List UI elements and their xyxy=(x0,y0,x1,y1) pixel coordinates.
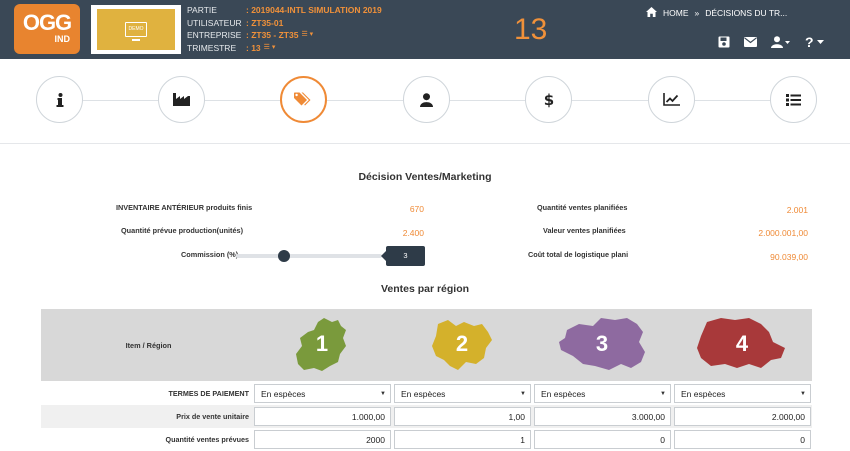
planned-qty-input-3[interactable]: 0 xyxy=(534,430,671,449)
region-3-number: 3 xyxy=(595,331,609,356)
unit-price-input-2[interactable]: 1,00 xyxy=(394,407,531,426)
planned-production-label: Quantité prévue production(unités) xyxy=(121,226,244,235)
region-1-number: 1 xyxy=(315,331,329,356)
caret-down-icon: ▼ xyxy=(800,390,806,397)
logistics-cost-value: 90.039,00 xyxy=(770,252,808,262)
tags-icon xyxy=(294,92,311,106)
planned-sales-value-value: 2.000.001,00 xyxy=(758,228,808,238)
list-caret-icon[interactable]: ☰ ▾ xyxy=(263,43,276,51)
planned-qty-input-1[interactable]: 2000 xyxy=(254,430,391,449)
demo-monitor-icon: DEMO xyxy=(125,22,147,41)
unit-price-label: Prix de vente unitaire xyxy=(176,412,249,421)
list-caret-icon[interactable]: ☰ ▾ xyxy=(301,31,314,38)
planned-sales-qty-label: Quantité ventes planifiées xyxy=(537,203,628,212)
item-region-label: Item / Région xyxy=(125,341,172,350)
region-4-number: 4 xyxy=(735,331,749,356)
caret-down-icon: ▼ xyxy=(520,390,526,397)
home-icon[interactable] xyxy=(646,7,657,19)
unit-price-input-3[interactable]: 3.000,00 xyxy=(534,407,671,426)
svg-text:$: $ xyxy=(544,92,554,108)
region-3-map[interactable]: 3 xyxy=(557,316,647,372)
region-4-map[interactable]: 4 xyxy=(695,316,789,372)
help-menu-icon[interactable]: ? xyxy=(805,34,824,50)
payment-terms-select-3[interactable]: En espèces ▼ xyxy=(534,384,671,403)
inventory-label: INVENTAIRE ANTÉRIEUR produits finis xyxy=(116,203,253,212)
top-bar: OGG IND DEMO PARTIE: 2019044-INTL SIMULA… xyxy=(0,0,850,59)
breadcrumb-separator: » xyxy=(694,8,700,18)
list-icon xyxy=(786,93,801,106)
region-2-map[interactable]: 2 xyxy=(430,316,494,372)
caret-down-icon: ▼ xyxy=(380,390,386,397)
payment-terms-select-1[interactable]: En espèces ▼ xyxy=(254,384,391,403)
current-quarter: 13 xyxy=(514,13,548,46)
demo-tile: DEMO xyxy=(91,5,181,54)
step-results[interactable] xyxy=(648,76,695,123)
breadcrumb: HOME » DÉCISIONS DU TR... xyxy=(646,7,787,19)
payment-terms-select-2[interactable]: En espèces ▼ xyxy=(394,384,531,403)
step-summary[interactable] xyxy=(770,76,817,123)
factory-icon xyxy=(173,93,190,106)
step-production[interactable] xyxy=(158,76,205,123)
planned-qty-input-2[interactable]: 1 xyxy=(394,430,531,449)
step-navigation: $ xyxy=(0,59,850,143)
logistics-cost-label: Coût total de logistique plani xyxy=(528,250,629,259)
planned-qty-label: Quantité ventes prévues xyxy=(165,435,250,444)
planned-production-value: 2.400 xyxy=(402,228,424,238)
region-1-map[interactable]: 1 xyxy=(294,316,350,372)
step-info[interactable] xyxy=(36,76,83,123)
payment-terms-label: TERMES DE PAIEMENT xyxy=(168,389,249,398)
envelope-icon[interactable] xyxy=(744,37,757,47)
quarter-selector[interactable]: TRIMESTRE: 13 ☰ ▾ xyxy=(187,42,276,53)
user-menu-icon[interactable] xyxy=(771,36,791,48)
commission-label: Commission (%) xyxy=(181,250,239,259)
commission-slider[interactable] xyxy=(236,250,382,262)
section-title: Décision Ventes/Marketing xyxy=(358,171,492,183)
user-icon xyxy=(420,92,433,107)
region-2-number: 2 xyxy=(455,331,469,356)
commission-value: 3 xyxy=(381,246,425,266)
ogg-logo[interactable]: OGG IND xyxy=(14,4,80,54)
breadcrumb-home[interactable]: HOME xyxy=(663,8,689,18)
unit-price-input-4[interactable]: 2.000,00 xyxy=(674,407,811,426)
regions-header xyxy=(41,309,812,381)
info-icon xyxy=(56,92,63,107)
step-personnel[interactable] xyxy=(403,76,450,123)
planned-sales-value-label: Valeur ventes planifiées xyxy=(543,226,626,235)
dollar-icon: $ xyxy=(544,92,554,108)
step-marketing[interactable] xyxy=(280,76,327,123)
save-icon[interactable] xyxy=(718,36,730,48)
payment-terms-select-4[interactable]: En espèces ▼ xyxy=(674,384,811,403)
planned-qty-input-4[interactable]: 0 xyxy=(674,430,811,449)
step-finance[interactable]: $ xyxy=(525,76,572,123)
caret-down-icon: ▼ xyxy=(660,390,666,397)
unit-price-input-1[interactable]: 1.000,00 xyxy=(254,407,391,426)
planned-sales-qty-value: 2.001 xyxy=(786,205,808,215)
regions-title: Ventes par région xyxy=(380,283,470,295)
game-info: PARTIE: 2019044-INTL SIMULATION 2019 UTI… xyxy=(187,5,382,53)
commission-slider-handle[interactable] xyxy=(278,250,291,262)
chart-line-icon xyxy=(663,93,680,106)
company-selector[interactable]: ENTREPRISE: ZT35 - ZT35 ☰ ▾ xyxy=(187,30,314,40)
breadcrumb-current: DÉCISIONS DU TR... xyxy=(705,8,788,18)
inventory-value: 670 xyxy=(409,204,424,214)
